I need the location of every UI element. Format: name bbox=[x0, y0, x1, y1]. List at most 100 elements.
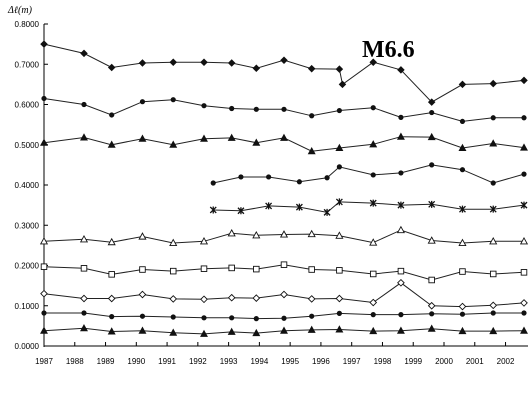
y-tick-label: 0.6000 bbox=[15, 101, 40, 110]
x-tick-label: 1988 bbox=[66, 357, 84, 366]
data-point bbox=[520, 269, 528, 276]
axes: 0.0000 0.1000 0.2000 0.3000 0.4000 0.5000 0.60… bbox=[15, 20, 528, 366]
x-tick-label: 1992 bbox=[189, 357, 207, 366]
data-point bbox=[40, 138, 48, 146]
data-point bbox=[295, 203, 303, 211]
y-tick-label: 0.4000 bbox=[15, 181, 40, 190]
data-point bbox=[201, 315, 207, 321]
data-point bbox=[253, 316, 259, 322]
data-point bbox=[398, 170, 404, 176]
data-point bbox=[200, 265, 208, 272]
data-point bbox=[81, 310, 87, 316]
data-point bbox=[489, 301, 498, 310]
x-tick-label: 1999 bbox=[404, 357, 422, 366]
data-point bbox=[280, 133, 288, 141]
data-point bbox=[200, 58, 208, 67]
data-point bbox=[489, 79, 497, 88]
data-point bbox=[397, 278, 405, 287]
series-10 bbox=[40, 324, 528, 337]
data-point bbox=[521, 171, 527, 177]
y-tick-label: 0.5000 bbox=[15, 141, 40, 150]
data-point bbox=[428, 276, 435, 284]
data-point bbox=[429, 109, 435, 116]
data-point bbox=[397, 66, 405, 74]
series-2 bbox=[41, 95, 527, 125]
data-point bbox=[41, 95, 47, 102]
data-point bbox=[41, 310, 47, 316]
x-tick-label: 2001 bbox=[466, 357, 484, 366]
x-tick-label: 1991 bbox=[158, 357, 176, 366]
data-point bbox=[80, 324, 88, 332]
data-point bbox=[296, 179, 302, 185]
data-point bbox=[490, 310, 496, 316]
x-tick-label: 1998 bbox=[374, 357, 392, 366]
series-line bbox=[43, 43, 525, 103]
data-point bbox=[81, 101, 87, 108]
data-point bbox=[138, 326, 147, 334]
data-point bbox=[252, 328, 261, 337]
data-point bbox=[107, 237, 116, 246]
data-point bbox=[427, 324, 436, 332]
data-point bbox=[429, 162, 435, 168]
data-point bbox=[169, 140, 178, 148]
data-point bbox=[227, 59, 236, 67]
data-point bbox=[229, 105, 235, 112]
data-point bbox=[109, 112, 115, 118]
data-point bbox=[398, 312, 404, 318]
data-point bbox=[138, 232, 147, 240]
data-point bbox=[519, 237, 529, 245]
data-point bbox=[324, 175, 330, 181]
data-point bbox=[336, 164, 342, 170]
data-point bbox=[307, 325, 316, 333]
series-7 bbox=[40, 261, 528, 284]
data-point bbox=[209, 206, 217, 214]
data-point bbox=[429, 311, 435, 317]
data-point bbox=[280, 290, 288, 299]
data-point bbox=[281, 106, 287, 112]
data-point bbox=[520, 76, 528, 85]
data-point bbox=[107, 140, 116, 148]
data-point bbox=[139, 99, 146, 105]
data-point bbox=[521, 310, 527, 316]
x-tick-label: 1994 bbox=[250, 357, 268, 366]
data-point bbox=[489, 326, 498, 335]
x-tick-label: 1990 bbox=[127, 357, 145, 366]
data-point bbox=[459, 118, 466, 125]
x-tick-label: 2000 bbox=[435, 357, 453, 366]
data-point bbox=[266, 174, 272, 180]
data-point bbox=[107, 327, 116, 335]
data-point bbox=[369, 238, 378, 246]
data-point bbox=[520, 326, 528, 334]
data-point bbox=[108, 271, 115, 278]
series-layer bbox=[39, 40, 529, 337]
data-point bbox=[227, 133, 236, 141]
data-point bbox=[200, 329, 208, 337]
x-tick-label: 1993 bbox=[220, 357, 238, 366]
data-point bbox=[336, 107, 342, 114]
data-point bbox=[280, 261, 288, 268]
data-point bbox=[335, 294, 344, 303]
data-point bbox=[227, 327, 236, 335]
data-point bbox=[280, 56, 288, 64]
data-point bbox=[308, 266, 315, 273]
data-point bbox=[169, 328, 178, 336]
y-axis-label: Δℓ(m) bbox=[7, 5, 33, 16]
data-point bbox=[369, 199, 377, 207]
data-point bbox=[427, 236, 436, 244]
y-tick-label: 0.2000 bbox=[15, 262, 40, 271]
data-point bbox=[323, 208, 331, 216]
y-tick-label: 0.3000 bbox=[15, 221, 40, 230]
data-point bbox=[279, 230, 289, 238]
data-point bbox=[427, 132, 436, 141]
x-tick-label: 1995 bbox=[281, 357, 299, 366]
data-point bbox=[335, 231, 344, 239]
data-point bbox=[200, 295, 208, 304]
y-tick-label: 0.0000 bbox=[15, 342, 40, 351]
data-point bbox=[40, 40, 48, 48]
data-point bbox=[459, 167, 466, 173]
data-point bbox=[428, 200, 436, 208]
data-point bbox=[489, 139, 498, 147]
data-point bbox=[427, 301, 436, 310]
data-point bbox=[138, 59, 147, 67]
data-point bbox=[427, 98, 436, 106]
